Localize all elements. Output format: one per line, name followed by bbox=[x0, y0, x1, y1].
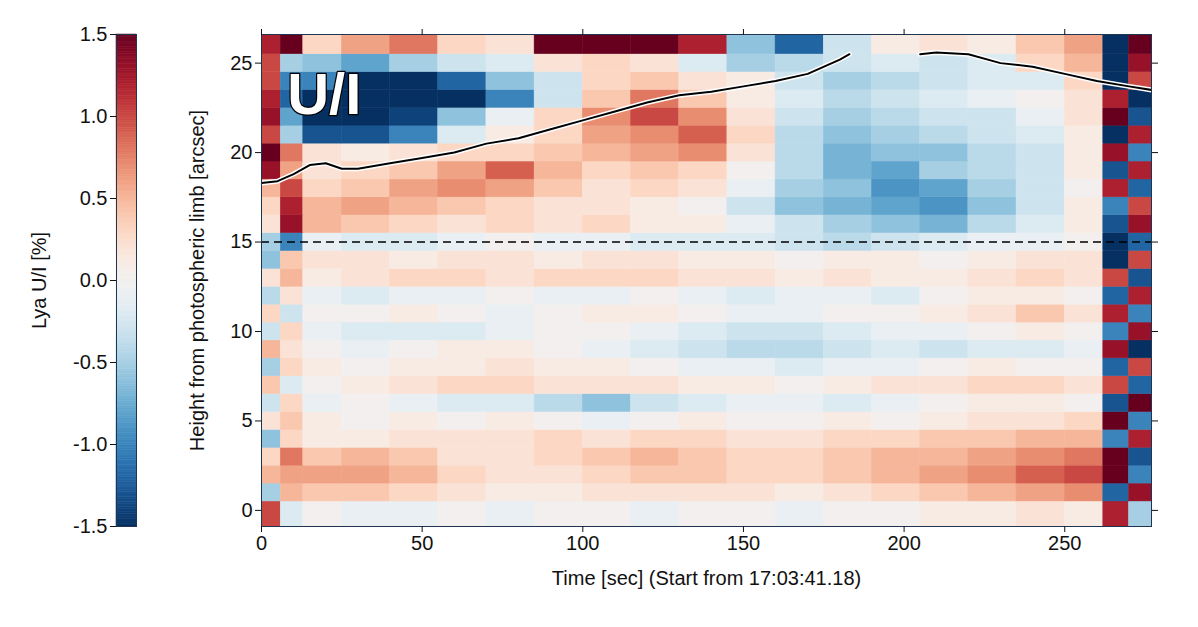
svg-text:250: 250 bbox=[1048, 532, 1081, 554]
svg-text:150: 150 bbox=[727, 532, 760, 554]
svg-text:1.0: 1.0 bbox=[80, 105, 108, 127]
svg-text:Time [sec] (Start from 17:03:4: Time [sec] (Start from 17:03:41.18) bbox=[552, 567, 861, 589]
svg-text:20: 20 bbox=[230, 141, 252, 163]
svg-text:200: 200 bbox=[887, 532, 920, 554]
svg-text:0: 0 bbox=[256, 532, 267, 554]
svg-text:-1.0: -1.0 bbox=[73, 433, 107, 455]
svg-text:0: 0 bbox=[241, 499, 252, 521]
svg-text:25: 25 bbox=[230, 52, 252, 74]
svg-text:-1.5: -1.5 bbox=[73, 515, 107, 537]
svg-text:Lya U/I [%]: Lya U/I [%] bbox=[28, 232, 50, 329]
svg-text:10: 10 bbox=[230, 320, 252, 342]
svg-text:U/I: U/I bbox=[287, 61, 361, 126]
svg-text:0.0: 0.0 bbox=[80, 269, 108, 291]
svg-text:50: 50 bbox=[411, 532, 433, 554]
svg-text:5: 5 bbox=[241, 409, 252, 431]
svg-text:15: 15 bbox=[230, 230, 252, 252]
svg-text:0.5: 0.5 bbox=[80, 187, 108, 209]
svg-text:100: 100 bbox=[566, 532, 599, 554]
svg-text:-0.5: -0.5 bbox=[73, 351, 107, 373]
svg-text:1.5: 1.5 bbox=[80, 23, 108, 45]
svg-text:Height from photospheric limb: Height from photospheric limb [arcsec] bbox=[186, 110, 208, 451]
